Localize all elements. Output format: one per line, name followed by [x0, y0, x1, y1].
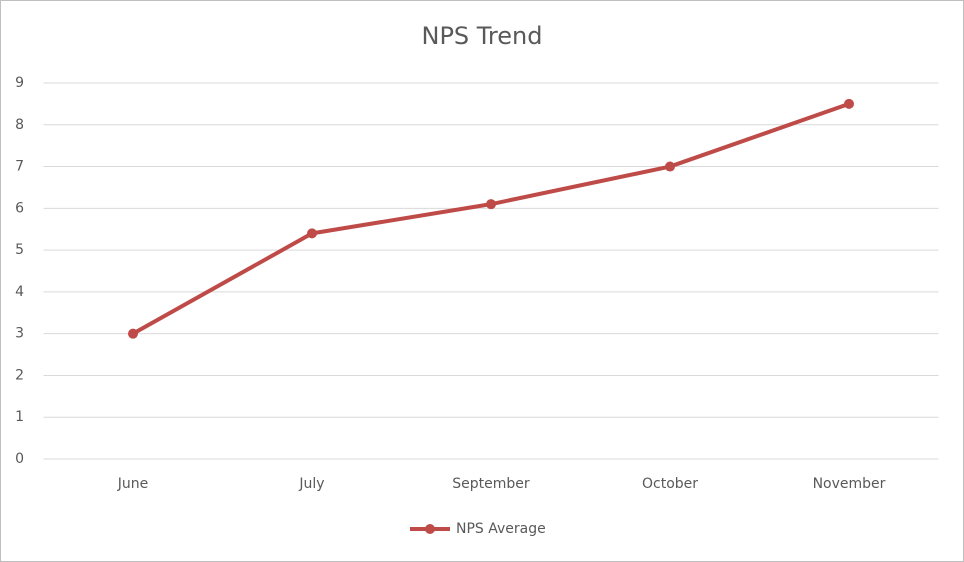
- legend-marker: [425, 524, 435, 534]
- y-tick-label: 8: [15, 117, 24, 133]
- x-tick-label: July: [298, 476, 324, 492]
- y-tick-label: 3: [15, 326, 24, 342]
- legend-label: NPS Average: [456, 521, 546, 537]
- x-tick-label: October: [642, 476, 698, 492]
- y-tick-label: 5: [15, 242, 24, 258]
- y-tick-label: 2: [15, 367, 24, 383]
- data-point: [486, 199, 496, 210]
- y-tick-label: 1: [15, 409, 24, 425]
- chart-title: NPS Trend: [422, 22, 543, 50]
- x-tick-label: September: [452, 476, 530, 492]
- data-point: [665, 161, 675, 172]
- y-tick-label: 6: [15, 200, 24, 216]
- y-tick-label: 9: [15, 75, 24, 91]
- x-tick-label: November: [813, 476, 886, 492]
- data-point: [844, 98, 854, 109]
- y-tick-label: 4: [15, 284, 24, 300]
- y-tick-label: 0: [15, 451, 24, 467]
- x-tick-label: June: [117, 476, 149, 492]
- y-tick-label: 7: [15, 159, 24, 175]
- data-point: [128, 328, 138, 339]
- data-point: [307, 228, 317, 239]
